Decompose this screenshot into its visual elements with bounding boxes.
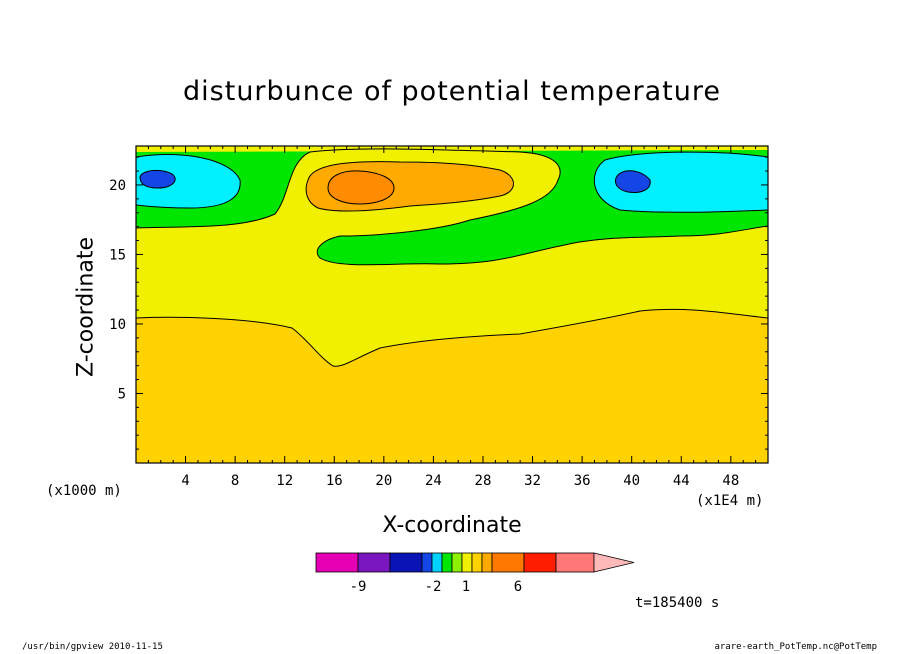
colorbar-segment [471,552,483,573]
y-tick-label: 10 [109,317,126,333]
footer-right: arare-earth_PotTemp.nc@PotTemp [714,642,877,652]
colorbar-level-label: 1 [462,579,470,595]
x-tick-label: 48 [722,473,739,489]
x-axis-label: X-coordinate [382,513,522,538]
x-tick-label: 36 [574,473,591,489]
contour-fill-warm-core [328,170,394,204]
x-tick-label: 20 [375,473,392,489]
contour-fill-cold-core-right [615,170,651,193]
colorbar-segment [481,552,493,573]
colorbar-segment [421,552,433,573]
colorbar-level-label: -9 [350,579,367,595]
x-tick-label: 16 [326,473,343,489]
y-tick-label: 20 [109,178,126,194]
contour-line-low [136,308,768,367]
contour-line-cold-left [136,154,241,209]
contour-fill-cold-left [136,154,241,208]
contour-line-band-top [136,148,768,266]
contour-line-warm [305,161,514,212]
time-label: t=185400 s [635,595,720,611]
contour-line-warm-core [327,170,395,205]
x-tick-label: 28 [475,473,492,489]
x-tick-label: 40 [623,473,640,489]
colorbar [315,552,635,573]
chart-title: disturbunce of potential temperature [183,76,721,107]
y-axis-label: Z-coordinate [73,237,99,377]
x-unit-right: (x1E4 m) [696,493,764,509]
colorbar-segment [491,552,525,573]
colorbar-segment [451,552,463,573]
x-tick-label: 44 [673,473,690,489]
y-tick-label: 5 [118,386,126,402]
contour-fill-yellow-upper [136,146,768,152]
y-tick-label: 15 [109,247,126,263]
colorbar-segment [461,552,473,573]
x-tick-label: 4 [181,473,189,489]
colorbar-segment [523,552,557,573]
colorbar-arrow [593,552,635,573]
colorbar-segment [431,552,443,573]
contour-fill-cold-right [594,152,768,213]
x-unit-left: (x1000 m) [46,483,122,499]
footer-left: /usr/bin/gpview 2010-11-15 [22,642,163,652]
x-tick-label: 12 [276,473,293,489]
x-tick-label: 8 [231,473,239,489]
colorbar-segment [315,552,359,573]
colorbar-segment [555,552,595,573]
contour-line-core-left [139,169,176,189]
contour-line-core-right [615,170,651,193]
axis-ticks [135,146,769,463]
contour-fills [136,146,768,463]
x-tick-label: 24 [425,473,442,489]
contour-line-cold-right [593,151,768,213]
colorbar-segment [389,552,423,573]
colorbar-segment [441,552,453,573]
colorbar-level-label: 6 [514,579,522,595]
contour-lines [136,148,768,367]
colorbar-level-label: -2 [425,579,442,595]
contour-fill-cold-core-left [140,170,176,188]
plot-frame [135,145,769,464]
colorbar-labels: -9 -2 1 6 [350,579,523,595]
colorbar-segment [357,552,391,573]
x-tick-label: 32 [524,473,541,489]
